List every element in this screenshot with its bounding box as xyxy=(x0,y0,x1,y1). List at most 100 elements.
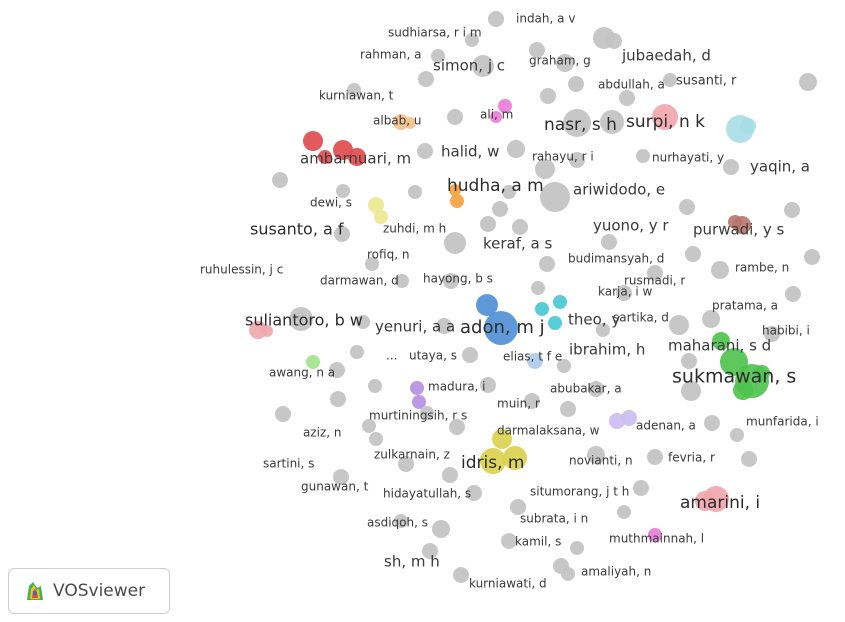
node-bubble[interactable] xyxy=(444,232,466,254)
node-bubble[interactable] xyxy=(539,256,555,272)
node-label[interactable]: fevria, r xyxy=(668,451,715,465)
node-bubble[interactable] xyxy=(681,353,697,369)
node-label[interactable]: awang, n a xyxy=(269,366,335,380)
node-label[interactable]: albab, u xyxy=(373,114,422,128)
node-label[interactable]: nurhayati, y xyxy=(652,151,724,165)
node-label[interactable]: hudha, a m xyxy=(447,176,544,196)
node-label[interactable]: situmorang, j t h xyxy=(530,485,629,499)
node-label[interactable]: suliantoro, b w xyxy=(245,311,363,330)
node-bubble[interactable] xyxy=(617,505,631,519)
node-bubble[interactable] xyxy=(398,456,414,472)
node-bubble[interactable] xyxy=(347,83,361,97)
node-label[interactable]: sartika, d xyxy=(613,311,669,325)
node-bubble[interactable] xyxy=(647,449,663,465)
node-label[interactable]: adon, m j xyxy=(460,317,545,338)
node-bubble[interactable] xyxy=(704,415,720,431)
node-label[interactable]: nasr, s h xyxy=(544,115,617,135)
node-label[interactable]: subrata, i n xyxy=(520,512,588,526)
node-bubble[interactable] xyxy=(663,73,677,87)
node-bubble[interactable] xyxy=(368,197,384,213)
node-bubble[interactable] xyxy=(374,210,388,224)
node-bubble[interactable] xyxy=(408,185,422,199)
node-bubble[interactable] xyxy=(490,111,502,123)
node-bubble[interactable] xyxy=(740,118,756,134)
node-bubble[interactable] xyxy=(356,315,370,329)
node-bubble[interactable] xyxy=(306,355,320,369)
node-bubble[interactable] xyxy=(621,410,637,426)
node-bubble[interactable] xyxy=(685,246,701,262)
node-label[interactable]: kurniawati, d xyxy=(469,577,547,591)
node-label[interactable]: indah, a v xyxy=(516,12,575,26)
node-bubble[interactable] xyxy=(569,152,585,168)
node-bubble[interactable] xyxy=(404,117,416,129)
node-bubble[interactable] xyxy=(728,215,742,229)
node-bubble[interactable] xyxy=(333,469,349,485)
node-label[interactable]: ibrahim, h xyxy=(569,341,645,359)
node-bubble[interactable] xyxy=(417,143,433,159)
node-bubble[interactable] xyxy=(531,281,545,295)
node-bubble[interactable] xyxy=(443,273,459,289)
node-bubble[interactable] xyxy=(619,90,635,106)
node-bubble[interactable] xyxy=(741,451,757,467)
node-label[interactable]: amarini, i xyxy=(680,493,760,513)
node-bubble[interactable] xyxy=(730,428,744,442)
node-bubble[interactable] xyxy=(368,379,382,393)
node-bubble[interactable] xyxy=(561,567,575,581)
node-label[interactable]: rahman, a xyxy=(360,48,422,62)
node-bubble[interactable] xyxy=(548,316,562,330)
node-label[interactable]: ambarnuari, m xyxy=(300,150,411,168)
node-bubble[interactable] xyxy=(702,310,720,328)
node-bubble[interactable] xyxy=(395,274,409,288)
node-bubble[interactable] xyxy=(410,381,424,395)
node-bubble[interactable] xyxy=(369,432,383,446)
node-bubble[interactable] xyxy=(476,294,498,316)
node-bubble[interactable] xyxy=(600,110,624,134)
node-bubble[interactable] xyxy=(480,216,496,232)
node-bubble[interactable] xyxy=(609,413,625,429)
node-bubble[interactable] xyxy=(449,419,465,435)
node-bubble[interactable] xyxy=(449,184,461,196)
node-bubble[interactable] xyxy=(606,33,622,49)
node-bubble[interactable] xyxy=(466,485,482,501)
node-bubble[interactable] xyxy=(510,499,526,515)
node-label[interactable]: novianti, n xyxy=(569,454,633,468)
node-bubble[interactable] xyxy=(450,194,464,208)
node-label[interactable]: sh, m h xyxy=(384,553,440,571)
node-bubble[interactable] xyxy=(535,302,549,316)
node-label[interactable]: simon, j c xyxy=(433,57,505,75)
node-bubble[interactable] xyxy=(557,359,571,373)
node-bubble[interactable] xyxy=(334,226,350,242)
node-label[interactable]: abdullah, a xyxy=(598,78,665,92)
node-label[interactable]: sartini, s xyxy=(263,457,314,471)
node-label[interactable]: jubaedah, d xyxy=(621,47,711,65)
node-label[interactable]: rambe, n xyxy=(735,261,789,275)
node-bubble[interactable] xyxy=(422,543,438,559)
node-bubble[interactable] xyxy=(498,99,512,113)
node-bubble[interactable] xyxy=(275,406,291,422)
node-label[interactable]: yuono, y r xyxy=(593,217,669,235)
node-bubble[interactable] xyxy=(350,345,364,359)
node-label[interactable]: zulkarnain, z xyxy=(374,448,450,462)
node-bubble[interactable] xyxy=(431,49,445,63)
node-bubble[interactable] xyxy=(348,148,366,166)
node-bubble[interactable] xyxy=(568,76,584,92)
node-bubble[interactable] xyxy=(365,257,379,271)
node-bubble[interactable] xyxy=(588,381,604,397)
node-bubble[interactable] xyxy=(472,55,494,77)
node-label[interactable]: surpi, n k xyxy=(626,112,705,132)
node-bubble[interactable] xyxy=(503,446,527,470)
node-label[interactable]: habibi, i xyxy=(762,324,810,338)
node-bubble[interactable] xyxy=(711,261,729,279)
node-bubble[interactable] xyxy=(784,202,800,218)
node-label[interactable]: ... xyxy=(386,349,397,363)
node-bubble[interactable] xyxy=(418,71,434,87)
node-bubble[interactable] xyxy=(492,429,512,449)
node-label[interactable]: amaliyah, n xyxy=(581,565,651,579)
node-bubble[interactable] xyxy=(333,140,353,160)
node-label[interactable]: purwadi, y s xyxy=(693,221,785,239)
node-bubble[interactable] xyxy=(535,159,555,179)
node-bubble[interactable] xyxy=(453,567,469,583)
node-label[interactable]: hayong, b s xyxy=(423,272,493,286)
node-label[interactable]: susanto, a f xyxy=(250,220,344,239)
